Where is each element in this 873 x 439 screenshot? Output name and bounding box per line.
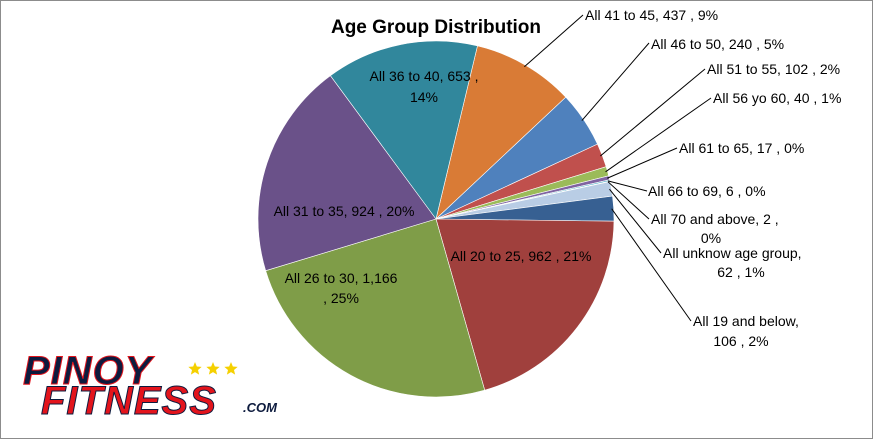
star-icon (188, 362, 202, 375)
leader-line-6 (607, 181, 650, 220)
pinoy-fitness-logo: PINOY FITNESS .COM (23, 349, 279, 424)
leader-line-7 (609, 188, 662, 254)
slice-label-6: All 70 and above, 2 , 0%All 70 and above… (651, 211, 779, 246)
star-icon (224, 362, 238, 375)
logo-pinoy: PINOY (23, 349, 155, 393)
logo-com: .COM (243, 400, 278, 415)
leader-line-2 (600, 68, 706, 157)
pie-slice-12 (330, 40, 478, 220)
slice-label-8: All 19 and below, 106 , 2%All 19 and bel… (693, 313, 799, 349)
leader-line-1 (581, 42, 650, 121)
pie-slice-10 (265, 218, 486, 398)
slice-label-3: All 56 yo 60, 40 , 1%All 56 yo 60, 40 , … (713, 90, 841, 106)
pie-slice-9 (435, 218, 615, 391)
slice-label-10: All 26 to 30, 1,166 , 25%All 26 to 30, 1… (285, 270, 398, 306)
slice-label-11: All 31 to 35, 924 , 20%All 31 to 35, 924… (274, 203, 415, 219)
logo-fitness: FITNESS (41, 379, 217, 423)
leader-line-0 (524, 14, 584, 68)
slice-label-4: All 61 to 65, 17 , 0%All 61 to 65, 17 , … (679, 140, 804, 156)
leader-line-4 (607, 147, 678, 179)
logo-stars (188, 362, 238, 375)
slice-label-2: All 51 to 55, 102 , 2%All 51 to 55, 102 … (707, 61, 840, 77)
leader-line-8 (611, 208, 692, 322)
slice-label-5: All 66 to 69, 6 , 0%All 66 to 69, 6 , 0% (648, 183, 766, 199)
pie-slice-0 (435, 45, 567, 220)
leader-line-3 (605, 97, 712, 173)
slice-label-0: All 41 to 45, 437 , 9%All 41 to 45, 437 … (585, 7, 718, 23)
chart-title: Age Group Distribution (331, 17, 541, 38)
pie-slice-11 (257, 75, 437, 272)
slice-label-9: All 20 to 25, 962 , 21%All 20 to 25, 962… (451, 248, 592, 264)
slice-label-12: All 36 to 40, 653 , 14%All 36 to 40, 653… (370, 68, 479, 105)
slice-label-1: All 46 to 50, 240 , 5%All 46 to 50, 240 … (651, 36, 784, 52)
leader-line-5 (607, 180, 648, 192)
star-icon (206, 362, 220, 375)
slice-label-7: All unknow age group, 62 , 1%All unknow … (663, 245, 802, 280)
